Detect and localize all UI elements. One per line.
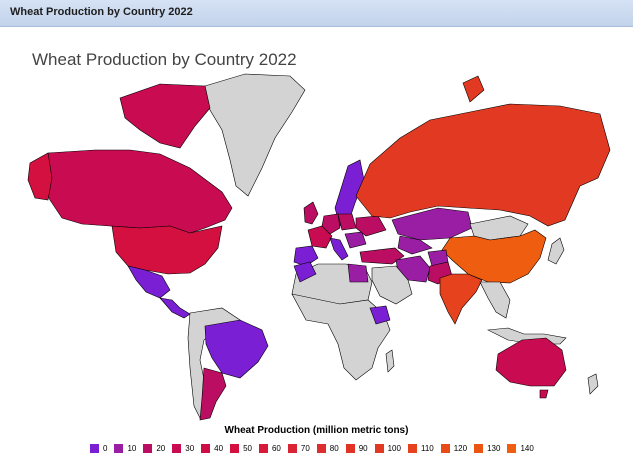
legend-item[interactable]: 60 <box>258 443 281 453</box>
legend-label: 100 <box>387 443 401 453</box>
legend-item[interactable]: 140 <box>507 443 534 453</box>
region-ethiopia[interactable] <box>369 305 391 325</box>
legend-label: 50 <box>243 443 252 453</box>
region-france[interactable] <box>307 225 333 249</box>
legend-swatch <box>258 443 268 453</box>
legend-label: 140 <box>520 443 534 453</box>
legend-label: 60 <box>271 443 281 453</box>
legend-swatch <box>407 443 417 453</box>
region-spain[interactable] <box>293 245 319 267</box>
region-united-kingdom[interactable] <box>303 201 319 225</box>
legend: 0 10 20 30 40 50 60 70 80 90 100 110 120 130 140 <box>90 442 541 454</box>
region-new-zealand[interactable] <box>587 373 599 395</box>
legend-label: 120 <box>453 443 468 453</box>
world-map <box>27 73 611 421</box>
legend-swatch <box>287 443 297 453</box>
legend-swatch <box>507 443 517 453</box>
region-novaya-zemlya[interactable] <box>462 75 485 103</box>
legend-item[interactable]: 100 <box>374 443 401 453</box>
region-greenland[interactable] <box>204 73 306 197</box>
region-italy[interactable] <box>329 237 349 261</box>
region-kazakhstan[interactable] <box>391 207 473 241</box>
legend-item[interactable]: 70 <box>287 443 310 453</box>
legend-swatch <box>230 443 240 453</box>
legend-label: 70 <box>300 443 310 453</box>
region-africa[interactable] <box>291 293 391 381</box>
region-alaska[interactable] <box>27 152 53 201</box>
legend-swatch <box>474 443 484 453</box>
legend-item[interactable]: 10 <box>114 443 137 453</box>
legend-item[interactable]: 90 <box>345 443 368 453</box>
legend-swatch <box>345 443 355 453</box>
window-titlebar: Wheat Production by Country 2022 <box>0 0 633 27</box>
region-china[interactable] <box>441 229 547 284</box>
legend-swatch <box>440 443 450 453</box>
region-egypt[interactable] <box>347 263 369 283</box>
legend-title: Wheat Production (million metric tons) <box>224 425 409 436</box>
legend-label: 30 <box>185 443 195 453</box>
legend-item[interactable]: 80 <box>316 443 339 453</box>
region-poland[interactable] <box>337 213 357 231</box>
legend-label: 80 <box>329 443 339 453</box>
region-morocco[interactable] <box>293 261 317 283</box>
region-madagascar[interactable] <box>385 349 395 373</box>
legend-item[interactable]: 20 <box>143 443 166 453</box>
legend-item[interactable]: 130 <box>474 443 501 453</box>
legend-swatch <box>374 443 384 453</box>
window-title: Wheat Production by Country 2022 <box>10 6 193 18</box>
region-russia[interactable] <box>355 103 611 227</box>
legend-item[interactable]: 0 <box>90 443 108 453</box>
legend-item[interactable]: 40 <box>201 443 224 453</box>
region-central-america[interactable] <box>159 297 191 319</box>
region-brazil[interactable] <box>204 319 269 379</box>
legend-label: 40 <box>214 443 224 453</box>
legend-swatch <box>201 443 211 453</box>
page-title: Wheat Production by Country 2022 <box>32 50 297 69</box>
legend-label: 20 <box>156 443 166 453</box>
legend-swatch <box>114 443 124 453</box>
region-canada-islands[interactable] <box>119 83 211 149</box>
region-mexico[interactable] <box>127 265 171 299</box>
region-tasmania[interactable] <box>539 389 549 399</box>
legend-item[interactable]: 110 <box>407 443 434 453</box>
region-southeast-asia[interactable] <box>479 281 511 319</box>
legend-label: 0 <box>103 443 108 453</box>
legend-label: 90 <box>358 443 368 453</box>
region-arabia[interactable] <box>371 265 413 305</box>
legend-swatch <box>172 443 182 453</box>
region-japan[interactable] <box>547 237 565 265</box>
legend-label: 10 <box>127 443 137 453</box>
region-uzbekistan[interactable] <box>397 235 433 255</box>
region-canada[interactable] <box>39 149 233 234</box>
legend-swatch <box>143 443 153 453</box>
region-australia[interactable] <box>495 337 567 387</box>
region-argentina[interactable] <box>199 367 227 421</box>
legend-swatch <box>90 443 99 453</box>
legend-label: 130 <box>487 443 501 453</box>
region-germany[interactable] <box>321 213 341 235</box>
legend-item[interactable]: 120 <box>440 443 468 453</box>
region-romania[interactable] <box>344 231 367 249</box>
region-india[interactable] <box>439 273 483 325</box>
legend-item[interactable]: 30 <box>172 443 195 453</box>
legend-item[interactable]: 50 <box>230 443 252 453</box>
legend-label: 110 <box>420 443 434 453</box>
legend-swatch <box>316 443 326 453</box>
